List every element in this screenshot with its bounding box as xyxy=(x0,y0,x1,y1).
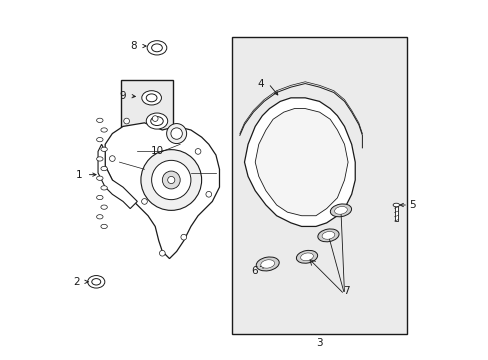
Ellipse shape xyxy=(101,128,107,132)
Polygon shape xyxy=(255,109,347,216)
Ellipse shape xyxy=(101,147,107,152)
Text: 3: 3 xyxy=(316,338,322,347)
Circle shape xyxy=(159,250,165,256)
Ellipse shape xyxy=(317,229,338,242)
Text: 9: 9 xyxy=(119,91,125,101)
Ellipse shape xyxy=(322,231,334,239)
Circle shape xyxy=(181,234,186,240)
Circle shape xyxy=(109,156,115,161)
Ellipse shape xyxy=(147,41,166,55)
Ellipse shape xyxy=(97,176,103,180)
Ellipse shape xyxy=(146,94,157,102)
Text: 2: 2 xyxy=(73,277,80,287)
Ellipse shape xyxy=(97,215,103,219)
Circle shape xyxy=(167,176,175,184)
Bar xyxy=(121,80,173,144)
Circle shape xyxy=(152,116,158,121)
Bar xyxy=(231,37,406,334)
Ellipse shape xyxy=(146,113,167,129)
Bar xyxy=(394,205,397,221)
Ellipse shape xyxy=(101,224,107,229)
Circle shape xyxy=(162,171,180,189)
Ellipse shape xyxy=(97,157,103,161)
Polygon shape xyxy=(105,123,219,258)
Ellipse shape xyxy=(150,117,163,126)
Circle shape xyxy=(142,199,147,204)
Ellipse shape xyxy=(296,250,317,263)
Circle shape xyxy=(205,192,211,197)
Text: 10: 10 xyxy=(150,146,163,156)
Circle shape xyxy=(195,149,201,154)
Circle shape xyxy=(141,150,201,210)
Circle shape xyxy=(123,118,129,124)
Ellipse shape xyxy=(300,253,313,261)
Ellipse shape xyxy=(334,207,346,214)
Text: 7: 7 xyxy=(342,286,349,296)
Ellipse shape xyxy=(151,44,162,52)
Text: 1: 1 xyxy=(75,170,82,180)
Text: 8: 8 xyxy=(130,41,137,51)
Ellipse shape xyxy=(392,203,399,207)
Text: 6: 6 xyxy=(251,266,258,276)
Ellipse shape xyxy=(92,279,101,285)
Ellipse shape xyxy=(101,166,107,171)
Ellipse shape xyxy=(256,257,279,271)
Text: 5: 5 xyxy=(408,200,415,210)
Ellipse shape xyxy=(97,118,103,122)
Circle shape xyxy=(171,128,182,139)
Ellipse shape xyxy=(87,275,104,288)
Ellipse shape xyxy=(260,260,274,268)
Ellipse shape xyxy=(97,195,103,200)
Text: 4: 4 xyxy=(257,78,264,89)
Ellipse shape xyxy=(330,204,351,217)
Ellipse shape xyxy=(101,205,107,209)
Polygon shape xyxy=(244,98,354,226)
Circle shape xyxy=(166,123,186,144)
Ellipse shape xyxy=(142,91,161,105)
Circle shape xyxy=(151,160,190,200)
Ellipse shape xyxy=(97,138,103,142)
Ellipse shape xyxy=(101,186,107,190)
Polygon shape xyxy=(98,144,137,208)
